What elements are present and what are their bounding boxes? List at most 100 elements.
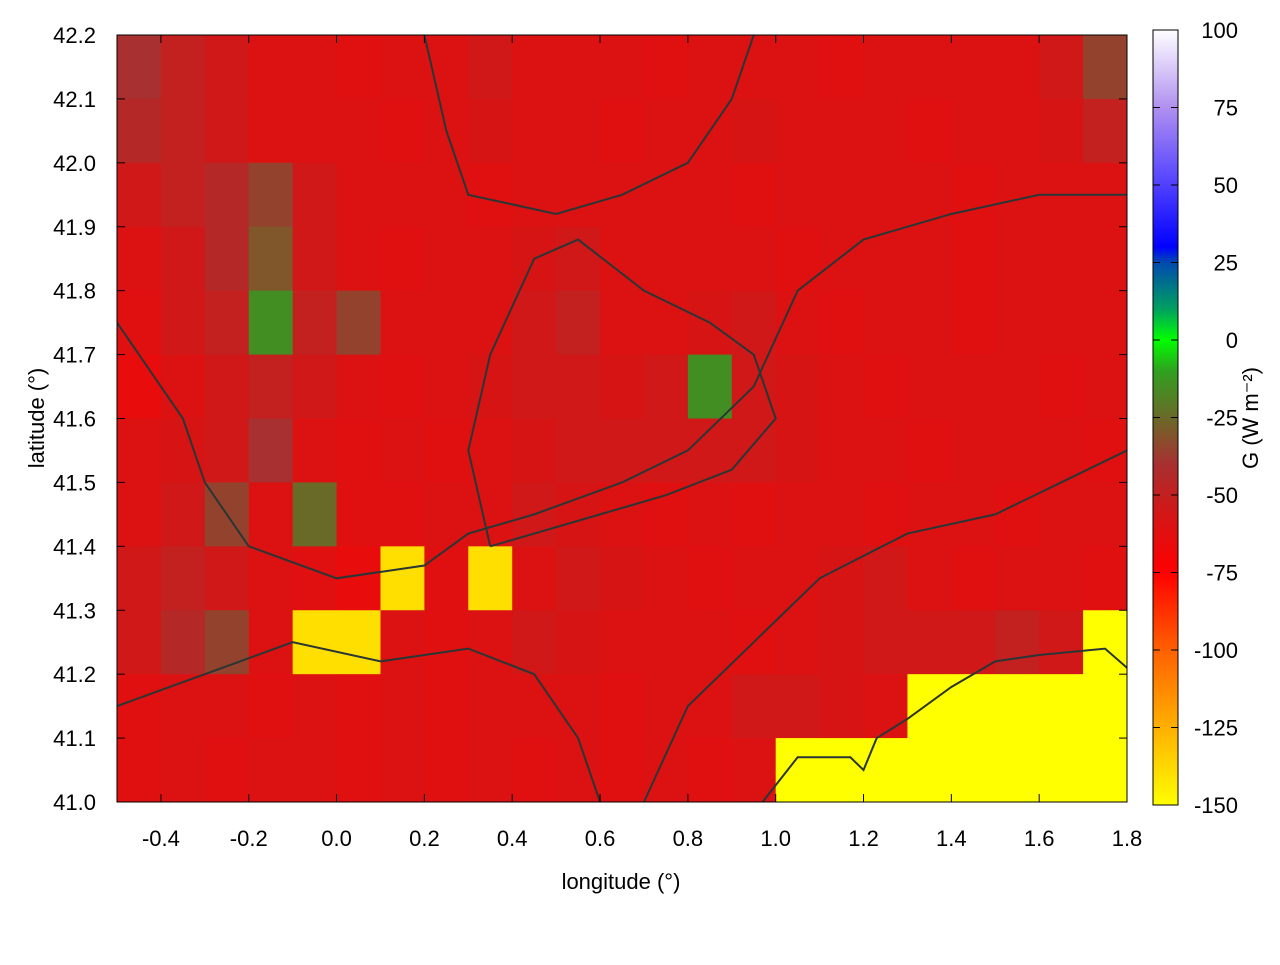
- heatmap-cell: [643, 35, 689, 100]
- heatmap-cell: [336, 610, 381, 675]
- heatmap-cell: [995, 354, 1040, 419]
- heatmap-cell: [292, 418, 338, 483]
- heatmap-cell: [1039, 354, 1084, 419]
- heatmap-cell: [160, 674, 206, 739]
- heatmap-cell: [1083, 738, 1127, 802]
- heatmap-cell: [819, 674, 865, 739]
- heatmap-cell: [204, 418, 250, 483]
- heatmap-cell: [380, 35, 425, 100]
- heatmap-cell: [863, 35, 908, 100]
- heatmap-cell: [951, 35, 996, 100]
- y-tick-label: 41.1: [53, 726, 96, 751]
- x-tick-label: 0.2: [409, 826, 440, 851]
- heatmap-cell: [512, 738, 557, 802]
- heatmap-cell: [600, 418, 645, 483]
- heatmap-cell: [468, 674, 513, 739]
- y-tick-label: 41.4: [53, 534, 96, 559]
- heatmap-cell: [775, 354, 821, 419]
- heatmap-cell: [819, 418, 865, 483]
- x-axis: -0.4 -0.2 0.0 0.2 0.4 0.6 0.8 1.0 1.2 1.4 1.6 1.8: [142, 35, 1142, 851]
- heatmap-cell: [248, 354, 294, 419]
- y-tick-label: 42.0: [53, 151, 96, 176]
- heatmap-cell: [468, 98, 513, 164]
- heatmap-cell: [204, 290, 250, 356]
- x-tick-label: 1.6: [1024, 826, 1055, 851]
- heatmap-cell: [1039, 546, 1084, 611]
- heatmap-cell: [292, 354, 338, 419]
- heatmap-cell: [380, 418, 425, 483]
- heatmap-cell: [731, 98, 777, 164]
- heatmap-cell: [951, 226, 996, 292]
- heatmap-cell: [468, 226, 513, 292]
- heatmap-cell: [292, 162, 338, 228]
- y-tick-label: 41.6: [53, 407, 96, 432]
- heatmap-cell: [380, 354, 425, 419]
- heatmap-cell: [1083, 482, 1127, 547]
- heatmap-cell: [468, 610, 513, 675]
- heatmap-cell: [643, 738, 689, 802]
- colorbar-tick-label: -50: [1206, 483, 1238, 508]
- heatmap-cell: [863, 226, 908, 292]
- heatmap-cell: [248, 610, 294, 675]
- heatmap-cell: [731, 226, 777, 292]
- heatmap-cell: [995, 546, 1040, 611]
- heatmap-cell: [248, 35, 294, 100]
- heatmap-cell: [204, 162, 250, 228]
- heatmap-cell: [1039, 482, 1084, 547]
- heatmap-cell: [907, 35, 952, 100]
- heatmap-cell: [468, 162, 513, 228]
- heatmap-cell: [643, 226, 689, 292]
- heatmap-cell: [248, 290, 294, 356]
- heatmap-cell: [160, 162, 206, 228]
- heatmap-cell: [248, 418, 294, 483]
- heatmap-cell: [951, 290, 996, 356]
- heatmap-cell: [117, 418, 162, 483]
- heatmap-cell: [951, 674, 996, 739]
- y-axis-label: latitude (°): [24, 368, 49, 469]
- heatmap-cell: [687, 482, 733, 547]
- heatmap-cell: [819, 546, 865, 611]
- colorbar-ticks: 100 75 50 25 0 -25 -50 -75 -100 -125 -150: [1153, 18, 1238, 818]
- heatmap-cell: [424, 610, 469, 675]
- x-tick-label: 0.4: [497, 826, 528, 851]
- y-tick-label: 41.2: [53, 662, 96, 687]
- heatmap-cell: [1039, 418, 1084, 483]
- heatmap-cell: [292, 610, 338, 675]
- heatmap-cell: [687, 354, 733, 419]
- heatmap-cell: [951, 162, 996, 228]
- heatmap-cell: [775, 610, 821, 675]
- heatmap-cell: [643, 546, 689, 611]
- heatmap-cell: [951, 482, 996, 547]
- heatmap-cell: [995, 674, 1040, 739]
- heatmap-cell: [731, 162, 777, 228]
- heatmap-cell: [512, 162, 557, 228]
- heatmap-cell: [512, 418, 557, 483]
- heatmap-cell: [512, 546, 557, 611]
- heatmap-cell: [600, 482, 645, 547]
- heatmap-cell: [204, 226, 250, 292]
- heatmap-cell: [380, 674, 425, 739]
- y-tick-label: 41.3: [53, 598, 96, 623]
- heatmap-cell: [863, 290, 908, 356]
- heatmap-cell: [1083, 610, 1127, 675]
- heatmap-cell: [863, 162, 908, 228]
- heatmap-cell: [512, 35, 557, 100]
- heatmap-cell: [248, 226, 294, 292]
- heatmap-cell: [863, 98, 908, 164]
- contour-line: [117, 641, 601, 802]
- heatmap-cell: [819, 290, 865, 356]
- heatmap-cell: [248, 482, 294, 547]
- heatmap-cell: [995, 35, 1040, 100]
- heatmap-cell: [512, 674, 557, 739]
- contour-line: [117, 193, 1127, 580]
- colorbar-tick-label: -25: [1206, 406, 1238, 431]
- heatmap-cell: [1039, 98, 1084, 164]
- heatmap-cells: [117, 35, 1127, 802]
- y-tick-label: 41.0: [53, 790, 96, 815]
- x-tick-label: 0.0: [321, 826, 352, 851]
- heatmap-cell: [117, 738, 162, 802]
- heatmap-cell: [117, 546, 162, 611]
- heatmap-cell: [556, 546, 601, 611]
- heatmap-cell: [204, 610, 250, 675]
- heatmap-cell: [248, 546, 294, 611]
